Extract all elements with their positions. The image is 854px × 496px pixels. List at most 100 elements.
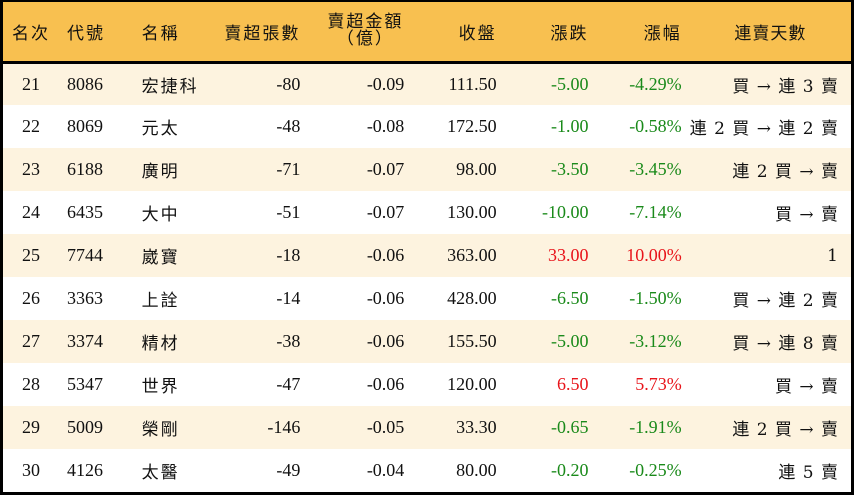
table-row: 24 6435 大中 -51 -0.07 130.00 -10.00 -7.14… bbox=[3, 191, 851, 234]
cell-name: 崴寶 bbox=[141, 248, 180, 268]
cell-change: -5.00 bbox=[550, 73, 589, 94]
cell-sell-volume: -146 bbox=[267, 417, 301, 437]
cell-close: 363.00 bbox=[447, 245, 497, 265]
cell-code: 5009 bbox=[66, 417, 103, 437]
cell-name: 精材 bbox=[141, 334, 180, 354]
cell-rank: 29 bbox=[21, 417, 40, 437]
cell-close: 111.50 bbox=[448, 73, 497, 94]
net-sell-ranking-table: 名次 代號 名稱 賣超張數 賣超金額 （億） 收盤 漲跌 漲幅 連賣天數 21 … bbox=[3, 2, 851, 492]
cell-change: -3.50 bbox=[550, 159, 589, 179]
cell-sell-volume: -80 bbox=[276, 73, 301, 94]
cell-streak: 連 2 買 → 賣 bbox=[732, 162, 839, 182]
cell-name: 太醫 bbox=[141, 463, 180, 483]
cell-close: 98.00 bbox=[456, 159, 497, 179]
cell-sell-volume: -47 bbox=[276, 374, 301, 394]
cell-streak: 買 → 賣 bbox=[774, 205, 839, 225]
cell-sell-amount: -0.06 bbox=[366, 245, 405, 265]
header-code: 代號 bbox=[66, 23, 105, 44]
cell-streak: 買 → 連 8 賣 bbox=[732, 334, 839, 354]
cell-name: 大中 bbox=[141, 205, 180, 225]
cell-change: -6.50 bbox=[550, 288, 589, 308]
cell-rank: 27 bbox=[21, 331, 40, 351]
cell-change-pct: -3.45% bbox=[629, 159, 682, 179]
cell-sell-amount: -0.04 bbox=[366, 460, 405, 480]
cell-close: 155.50 bbox=[447, 331, 497, 351]
cell-change: -5.00 bbox=[550, 331, 589, 351]
table-row: 23 6188 廣明 -71 -0.07 98.00 -3.50 -3.45% … bbox=[3, 148, 851, 191]
cell-rank: 22 bbox=[21, 116, 40, 136]
cell-code: 4126 bbox=[66, 460, 103, 480]
cell-change-pct: -4.29% bbox=[629, 73, 682, 94]
table-row: 22 8069 元太 -48 -0.08 172.50 -1.00 -0.58%… bbox=[3, 105, 851, 148]
cell-close: 172.50 bbox=[447, 116, 497, 136]
cell-sell-volume: -48 bbox=[276, 116, 301, 136]
cell-rank: 24 bbox=[21, 202, 40, 222]
cell-streak: 買 → 連 3 賣 bbox=[732, 76, 839, 97]
cell-code: 6188 bbox=[66, 159, 103, 179]
cell-sell-amount: -0.09 bbox=[366, 73, 405, 94]
cell-rank: 21 bbox=[21, 73, 40, 94]
cell-sell-amount: -0.08 bbox=[366, 116, 405, 136]
cell-change: -0.20 bbox=[550, 460, 589, 480]
cell-streak: 連 2 買 → 連 2 賣 bbox=[689, 119, 839, 139]
cell-change-pct: -1.50% bbox=[629, 288, 682, 308]
cell-change-pct: -0.58% bbox=[629, 116, 682, 136]
cell-close: 120.00 bbox=[447, 374, 497, 394]
cell-close: 80.00 bbox=[456, 460, 497, 480]
cell-name: 世界 bbox=[141, 377, 180, 397]
table-row: 28 5347 世界 -47 -0.06 120.00 6.50 5.73% 買… bbox=[3, 363, 851, 406]
table-row: 26 3363 上詮 -14 -0.06 428.00 -6.50 -1.50%… bbox=[3, 277, 851, 320]
cell-code: 6435 bbox=[66, 202, 103, 222]
header-rank: 名次 bbox=[11, 23, 50, 44]
table-row: 21 8086 宏捷科 -80 -0.09 111.50 -5.00 -4.29… bbox=[3, 62, 851, 105]
cell-name: 榮剛 bbox=[141, 420, 180, 440]
cell-streak: 連 5 賣 bbox=[778, 463, 839, 483]
cell-sell-amount: -0.07 bbox=[366, 202, 405, 222]
header-close: 收盤 bbox=[458, 23, 497, 44]
cell-streak: 買 → 賣 bbox=[774, 377, 839, 397]
cell-rank: 30 bbox=[21, 460, 40, 480]
header-change-pct: 漲幅 bbox=[643, 23, 682, 44]
cell-change: 6.50 bbox=[556, 374, 589, 394]
cell-change-pct: 10.00% bbox=[626, 245, 682, 265]
header-sell-amount: 賣超金額 （億） bbox=[308, 2, 412, 62]
cell-streak: 連 2 買 → 賣 bbox=[732, 420, 839, 440]
header-streak: 連賣天數 bbox=[734, 23, 807, 44]
cell-streak: 1 bbox=[827, 245, 839, 266]
cell-code: 5347 bbox=[66, 374, 103, 394]
cell-sell-volume: -18 bbox=[276, 245, 301, 265]
cell-change: -10.00 bbox=[541, 202, 589, 222]
cell-rank: 23 bbox=[21, 159, 40, 179]
cell-change-pct: -1.91% bbox=[629, 417, 682, 437]
table-row: 27 3374 精材 -38 -0.06 155.50 -5.00 -3.12%… bbox=[3, 320, 851, 363]
cell-name: 宏捷科 bbox=[141, 76, 199, 97]
header-name: 名稱 bbox=[141, 23, 180, 44]
cell-sell-volume: -51 bbox=[276, 202, 301, 222]
cell-sell-amount: -0.06 bbox=[366, 288, 405, 308]
cell-rank: 25 bbox=[21, 245, 40, 265]
cell-sell-volume: -49 bbox=[276, 460, 301, 480]
cell-change: -1.00 bbox=[550, 116, 589, 136]
cell-change: -0.65 bbox=[550, 417, 589, 437]
cell-code: 3363 bbox=[66, 288, 103, 308]
cell-code: 8086 bbox=[66, 73, 103, 94]
table-body: 21 8086 宏捷科 -80 -0.09 111.50 -5.00 -4.29… bbox=[3, 62, 851, 492]
cell-rank: 26 bbox=[21, 288, 40, 308]
cell-change-pct: 5.73% bbox=[635, 374, 682, 394]
cell-close: 33.30 bbox=[456, 417, 497, 437]
cell-code: 8069 bbox=[66, 116, 103, 136]
cell-sell-amount: -0.05 bbox=[366, 417, 405, 437]
cell-change-pct: -3.12% bbox=[629, 331, 682, 351]
cell-code: 3374 bbox=[66, 331, 103, 351]
cell-name: 上詮 bbox=[141, 291, 180, 311]
cell-name: 元太 bbox=[141, 119, 180, 139]
cell-sell-amount: -0.07 bbox=[366, 159, 405, 179]
table-row: 30 4126 太醫 -49 -0.04 80.00 -0.20 -0.25% … bbox=[3, 449, 851, 492]
cell-streak: 買 → 連 2 賣 bbox=[732, 291, 839, 311]
header-change: 漲跌 bbox=[550, 23, 589, 44]
cell-change: 33.00 bbox=[547, 245, 589, 265]
table-row: 29 5009 榮剛 -146 -0.05 33.30 -0.65 -1.91%… bbox=[3, 406, 851, 449]
header-sell-volume: 賣超張數 bbox=[224, 23, 301, 44]
cell-code: 7744 bbox=[66, 245, 103, 265]
table-row: 25 7744 崴寶 -18 -0.06 363.00 33.00 10.00%… bbox=[3, 234, 851, 277]
